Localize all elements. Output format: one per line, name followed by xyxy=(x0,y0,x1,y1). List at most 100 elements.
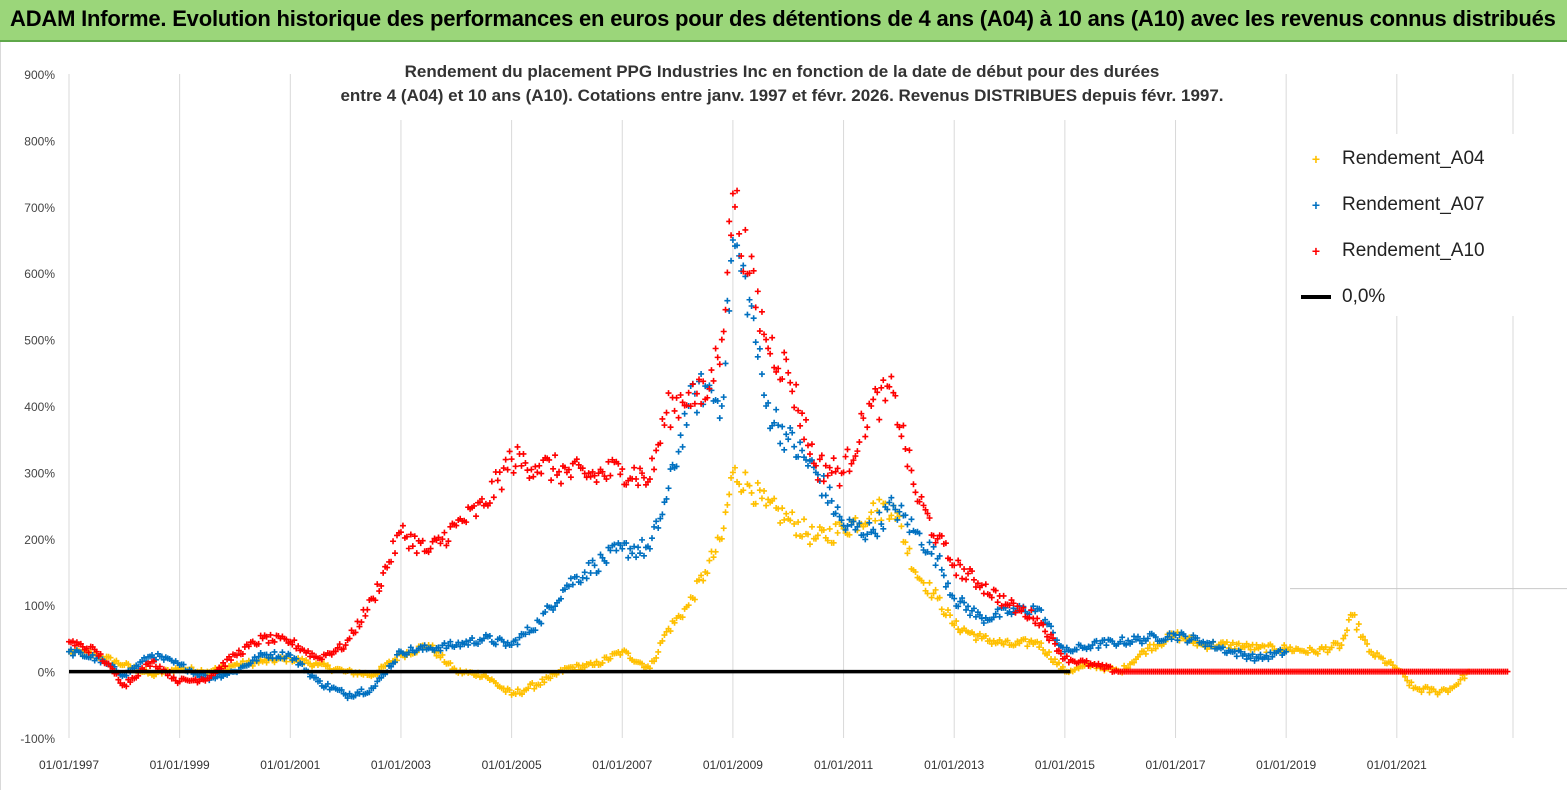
data-point xyxy=(510,469,517,476)
data-point xyxy=(180,661,187,668)
data-point xyxy=(661,632,668,639)
data-point xyxy=(1237,648,1244,655)
data-point xyxy=(957,561,964,568)
y-tick-label: -100% xyxy=(20,732,55,746)
data-point xyxy=(471,502,478,509)
data-point xyxy=(202,677,209,684)
data-point xyxy=(318,656,325,663)
data-point xyxy=(538,620,545,627)
x-tick-label: 01/01/1997 xyxy=(39,758,99,772)
data-point xyxy=(1038,640,1045,647)
data-point xyxy=(729,469,736,476)
data-point xyxy=(514,641,521,648)
data-point xyxy=(1152,645,1159,652)
data-point xyxy=(944,580,951,587)
data-point xyxy=(447,523,454,530)
data-point xyxy=(791,404,798,411)
data-point xyxy=(267,651,274,658)
data-point xyxy=(192,676,199,683)
data-point xyxy=(781,446,788,453)
data-point xyxy=(949,562,956,569)
data-point xyxy=(439,536,446,543)
data-point xyxy=(1355,621,1362,628)
data-point xyxy=(846,516,853,523)
x-tick-label: 01/01/2007 xyxy=(592,758,652,772)
data-point xyxy=(1308,646,1315,653)
data-point xyxy=(445,642,452,649)
x-tick-label: 01/01/2015 xyxy=(1035,758,1095,772)
data-point xyxy=(1018,608,1025,615)
data-point xyxy=(1353,626,1360,633)
data-point xyxy=(673,394,680,401)
data-point xyxy=(816,456,823,463)
data-point xyxy=(376,588,383,595)
series-rendement-a10 xyxy=(66,187,1511,690)
data-point xyxy=(698,572,705,579)
data-point xyxy=(502,642,509,649)
data-point xyxy=(569,581,576,588)
data-point xyxy=(635,544,642,551)
data-point xyxy=(683,421,690,428)
data-point xyxy=(846,531,853,538)
data-point xyxy=(1257,651,1264,658)
data-point xyxy=(1089,642,1096,649)
data-point xyxy=(1036,644,1043,651)
y-tick-label: 500% xyxy=(24,334,55,348)
data-point xyxy=(1231,648,1238,655)
data-point xyxy=(433,652,440,659)
data-point xyxy=(1340,635,1347,642)
data-point xyxy=(930,532,937,539)
data-point xyxy=(729,190,736,197)
data-point xyxy=(834,465,841,472)
data-point xyxy=(896,424,903,431)
data-point xyxy=(663,495,670,502)
data-point xyxy=(982,632,989,639)
data-point xyxy=(1164,633,1171,640)
data-point xyxy=(1430,686,1437,693)
data-point xyxy=(1261,643,1268,650)
data-point xyxy=(1251,657,1258,664)
data-point xyxy=(506,686,513,693)
legend-marker-a04: + xyxy=(1311,151,1321,167)
data-point xyxy=(868,509,875,516)
data-point xyxy=(763,502,770,509)
series-rendement-a07 xyxy=(66,237,1290,702)
data-point xyxy=(599,659,606,666)
data-point xyxy=(1406,682,1413,689)
data-point xyxy=(687,403,694,410)
data-point xyxy=(932,539,939,546)
data-point xyxy=(801,516,808,523)
data-point xyxy=(918,493,925,500)
data-point xyxy=(1012,641,1019,648)
data-point xyxy=(787,424,794,431)
data-point xyxy=(795,453,802,460)
data-point xyxy=(372,597,379,604)
data-point xyxy=(342,642,349,649)
data-point xyxy=(864,531,871,538)
y-tick-label: 200% xyxy=(24,533,55,547)
data-point xyxy=(607,472,614,479)
data-point xyxy=(423,548,430,555)
data-point xyxy=(1247,655,1254,662)
data-point xyxy=(1004,610,1011,617)
data-point xyxy=(795,519,802,526)
data-point xyxy=(1136,651,1143,658)
data-point xyxy=(644,478,651,485)
data-point xyxy=(748,489,755,496)
data-point xyxy=(920,502,927,509)
data-point xyxy=(752,500,759,507)
data-point xyxy=(761,487,768,494)
x-axis-ticks: 01/01/1997 01/01/1999 01/01/2001 01/01/2003… xyxy=(39,758,1427,772)
data-point xyxy=(220,659,227,666)
data-point xyxy=(890,389,897,396)
data-point xyxy=(657,440,664,447)
data-point xyxy=(892,392,899,399)
data-point xyxy=(801,436,808,443)
data-point xyxy=(876,416,883,423)
data-point xyxy=(545,674,552,681)
data-point xyxy=(346,635,353,642)
y-tick-label: 400% xyxy=(24,400,55,414)
data-point xyxy=(1042,628,1049,635)
data-point xyxy=(1144,645,1151,652)
data-point xyxy=(332,648,339,655)
